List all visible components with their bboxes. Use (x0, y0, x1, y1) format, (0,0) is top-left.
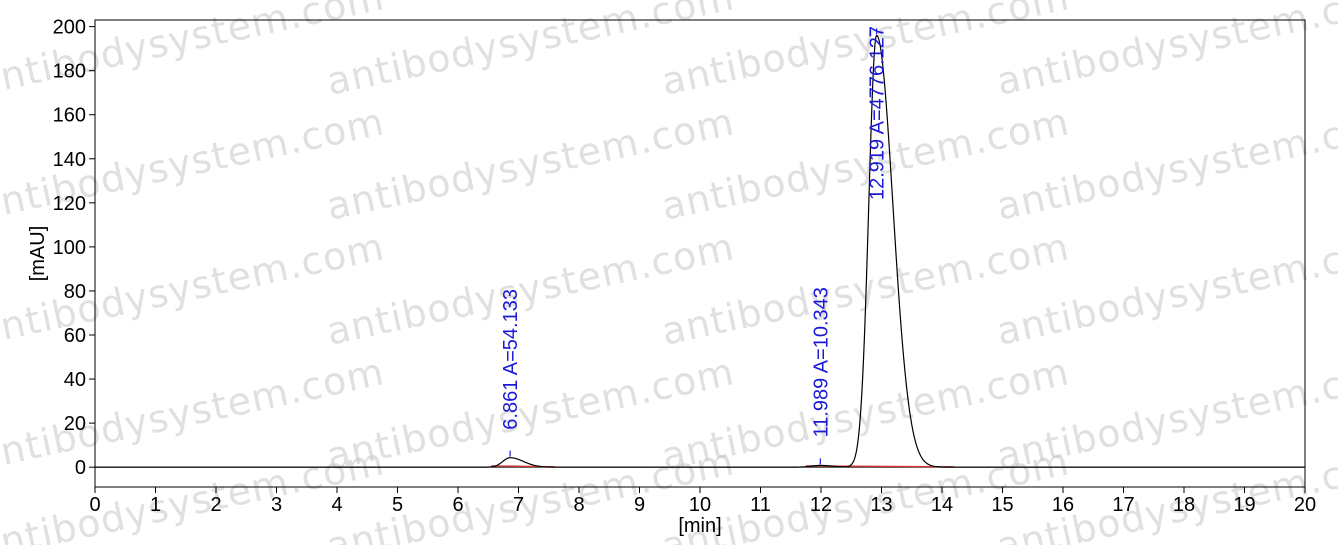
peak-label: 6.861 A=54.133 (500, 289, 522, 430)
x-tick-label: 1 (150, 494, 161, 516)
chromatogram-trace (95, 34, 1305, 468)
y-tick-label: 80 (64, 281, 86, 303)
x-tick-label: 11 (750, 494, 771, 516)
y-axis-title: [mAU] (27, 226, 49, 282)
x-tick-label: 14 (931, 494, 953, 516)
x-tick-label: 19 (1233, 494, 1255, 516)
x-tick-label: 10 (689, 494, 711, 516)
x-tick-label: 8 (573, 494, 584, 516)
y-tick-label: 200 (53, 17, 86, 39)
x-tick-label: 2 (210, 494, 221, 516)
y-tick-label: 160 (53, 105, 86, 127)
y-tick-label: 180 (53, 61, 86, 83)
x-axis-ticks: 0 1 2 3 4 5 6 7 8 9 10 11 12 13 14 15 16 17 18 19 20 (89, 487, 1316, 516)
peak-label: 12.919 A=4776.127 (867, 26, 889, 200)
y-axis-ticks: 0 20 40 60 80 100 120 140 160 180 200 (53, 17, 95, 479)
peak-label: 11.989 A=10.343 (810, 287, 832, 437)
x-tick-label: 3 (271, 494, 282, 516)
y-tick-label: 100 (53, 237, 86, 259)
x-tick-label: 20 (1294, 494, 1316, 516)
y-tick-label: 0 (75, 457, 86, 479)
x-tick-label: 18 (1173, 494, 1195, 516)
y-tick-label: 120 (53, 193, 86, 215)
y-tick-label: 20 (64, 413, 86, 435)
peak-labels: 6.861 A=54.133 11.989 A=10.343 12.919 A=47… (500, 26, 889, 465)
x-tick-label: 6 (452, 494, 463, 516)
x-tick-label: 16 (1052, 494, 1074, 516)
x-tick-label: 17 (1112, 494, 1134, 516)
x-tick-label: 7 (513, 494, 524, 516)
x-tick-label: 5 (392, 494, 403, 516)
y-tick-label: 40 (64, 369, 86, 391)
x-tick-label: 12 (810, 494, 832, 516)
x-tick-label: 9 (634, 494, 645, 516)
x-tick-label: 0 (89, 494, 100, 516)
x-tick-label: 15 (991, 494, 1013, 516)
y-tick-label: 60 (64, 325, 86, 347)
x-tick-label: 4 (331, 494, 342, 516)
y-tick-label: 140 (53, 149, 86, 171)
x-axis-title: [min] (678, 515, 721, 537)
x-tick-label: 13 (870, 494, 892, 516)
